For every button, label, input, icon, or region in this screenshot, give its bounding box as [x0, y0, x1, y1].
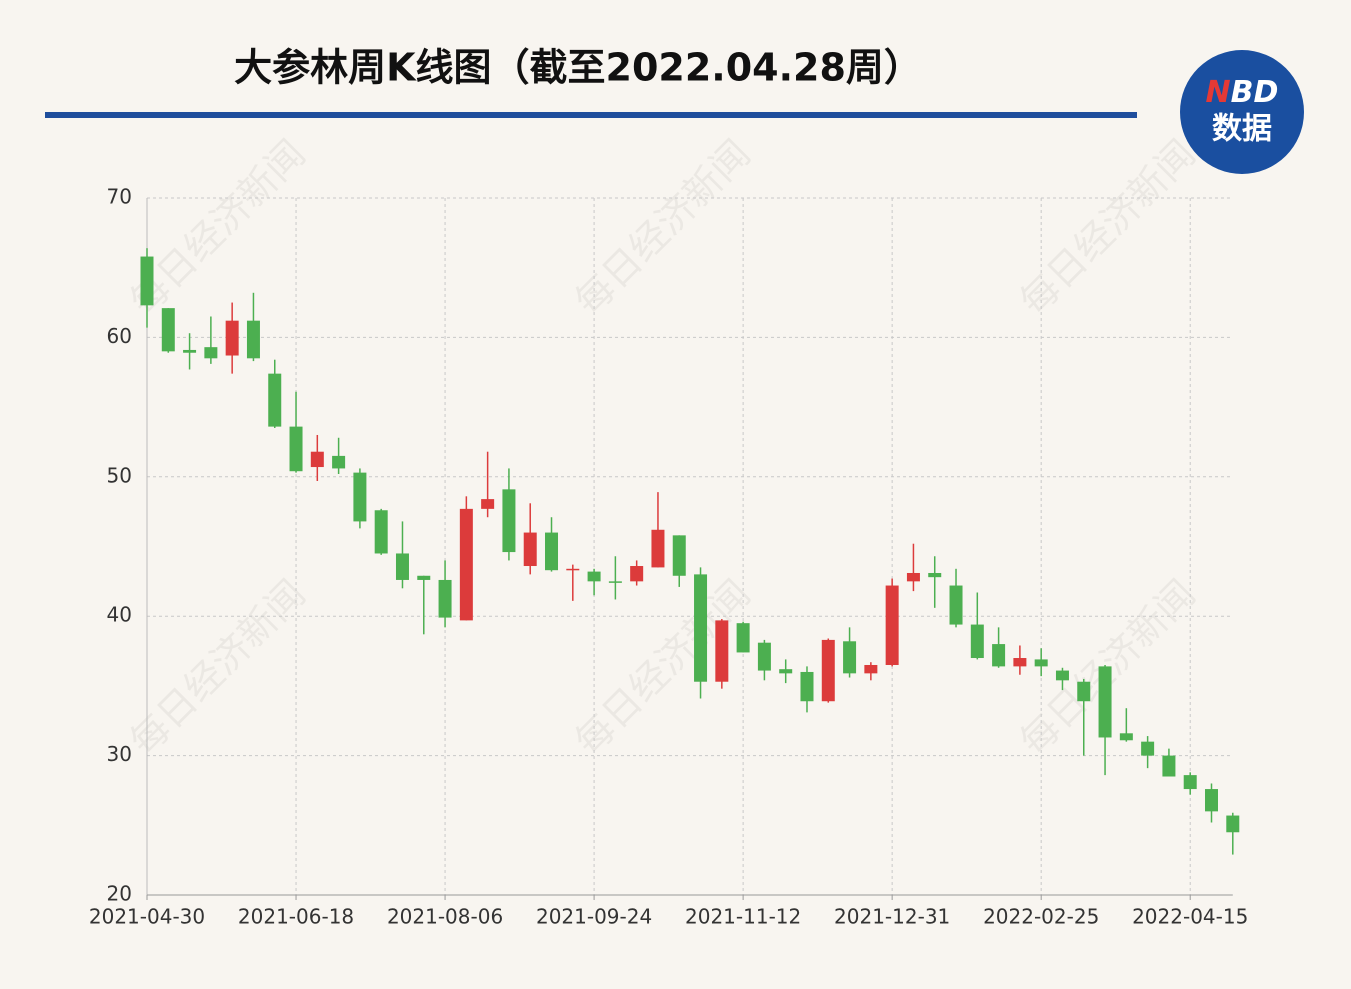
candle-body [1098, 666, 1112, 738]
x-tick-label: 2021-11-12 [685, 905, 801, 929]
candle-body [757, 642, 771, 671]
title-rule [45, 112, 1137, 118]
candle-body [438, 579, 452, 618]
candle-body [843, 641, 857, 674]
candle-body [246, 320, 260, 359]
candle-body [1055, 670, 1069, 681]
y-tick-label: 20 [107, 882, 132, 906]
candle-body [140, 256, 154, 306]
candle-body [353, 472, 367, 522]
chart-title: 大参林周K线图（截至2022.04.28周） [234, 46, 922, 90]
candle-body [502, 489, 516, 553]
candle-body [800, 671, 814, 702]
candle-body [374, 510, 388, 554]
candle-body [779, 669, 793, 674]
y-tick-label: 70 [107, 185, 132, 209]
candle-body [161, 308, 175, 352]
candle-body [694, 574, 708, 682]
y-tick-label: 50 [107, 463, 132, 487]
candle-body [417, 575, 431, 580]
logo-subtext: 数据 [1212, 112, 1272, 147]
candle-body [1226, 815, 1240, 833]
x-tick-label: 2021-09-24 [536, 905, 652, 929]
candle-body [1077, 681, 1091, 702]
candle-body [630, 566, 644, 582]
logo-circle [1180, 50, 1304, 174]
candle-body [268, 373, 282, 427]
logo-bd: BD [1231, 75, 1279, 110]
candle-body [1141, 741, 1155, 756]
logo-text: NBD [1206, 75, 1279, 110]
candle-body [395, 553, 409, 580]
candle-body [736, 623, 750, 653]
candle-body [1034, 659, 1048, 667]
candle-body [566, 568, 580, 571]
candle-body [1119, 733, 1133, 741]
logo: NBD 数据 [1180, 50, 1304, 174]
y-tick-label: 30 [107, 742, 132, 766]
candle-body [587, 571, 601, 582]
candle-body [481, 499, 495, 509]
candle-body [928, 572, 942, 578]
candle-body [289, 426, 303, 472]
candle-body [523, 532, 537, 567]
logo-n: N [1206, 75, 1231, 110]
y-tick-label: 60 [107, 324, 132, 348]
candle-body [1162, 755, 1176, 777]
candle-body [970, 624, 984, 659]
x-tick-label: 2021-06-18 [238, 905, 354, 929]
candle-body [885, 585, 899, 665]
x-tick-label: 2021-12-31 [834, 905, 950, 929]
candle-body [310, 451, 324, 468]
candle-body [545, 532, 559, 571]
candle-body [332, 455, 346, 469]
candle-body [459, 508, 473, 621]
candle-body [204, 347, 218, 359]
candle-body [949, 585, 963, 625]
candle-body [1013, 658, 1027, 667]
candle-body [183, 349, 197, 353]
candle-body [672, 535, 686, 576]
x-tick-label: 2022-04-15 [1132, 905, 1248, 929]
candle-body [225, 320, 239, 356]
candle-body [651, 529, 665, 568]
candle-body [821, 639, 835, 702]
x-tick-label: 2021-04-30 [89, 905, 205, 929]
candle-body [864, 664, 878, 674]
y-tick-label: 40 [107, 603, 132, 627]
candle-body [608, 581, 622, 583]
candle-body [906, 572, 920, 582]
candle-body [992, 644, 1006, 667]
plot: 20 30 40 50 60 70 2021-04-30 2021-06-18 2021-08-… [89, 185, 1248, 929]
x-tick-label: 2021-08-06 [387, 905, 503, 929]
candle-body [1205, 789, 1218, 812]
candle-body [1183, 775, 1197, 790]
x-tick-label: 2022-02-25 [983, 905, 1099, 929]
candle-body [715, 620, 729, 682]
